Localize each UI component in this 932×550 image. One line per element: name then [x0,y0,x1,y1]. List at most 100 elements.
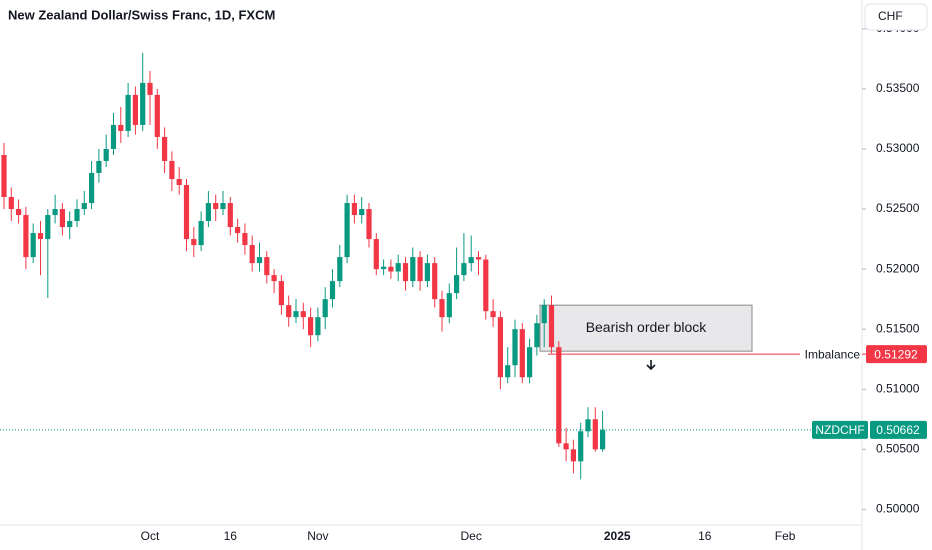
candle-body [432,263,438,300]
x-tick-label: Feb [775,529,796,543]
candle-body [242,233,248,246]
last-price-tag [870,420,927,439]
candle-body [118,124,124,131]
candle-body [125,94,131,131]
y-tick-label: 0.52000 [876,261,920,275]
candle-body [541,305,547,324]
candles [1,52,606,480]
candle-body [52,209,58,216]
y-tick-label: 0.53500 [876,81,920,95]
candle-body [337,257,343,282]
candle-body [315,317,321,336]
candle-body [308,317,314,336]
overlay: 0.51292 NZDCHF 0.50662 CHF [812,3,928,439]
candle-body [67,221,73,228]
imbalance-label: Imbalance [805,347,861,361]
candle-body [147,82,153,95]
x-tick-label: Dec [461,529,482,543]
currency-button[interactable]: CHF [878,9,903,23]
candle-body [30,233,36,258]
candle-body [344,203,350,258]
candle-body [483,259,489,312]
candle-body [74,209,80,222]
candle-body [329,281,336,300]
candle-body [475,257,482,260]
order-block [539,304,753,352]
candle-body [417,257,423,282]
currency-button-bg[interactable] [864,3,928,31]
candle-body [235,227,241,234]
candle-body [249,245,255,264]
candle-body [381,266,387,270]
x-tick-label: Oct [141,529,160,543]
candle-body [454,275,460,294]
y-tick-label: 0.53000 [876,141,920,155]
candle-body [505,365,511,378]
candle-body [548,305,555,348]
candle-body [205,203,211,222]
candle-body [322,299,328,318]
candle-body [359,209,365,216]
candle-body [527,347,533,378]
symbol-tag [812,420,868,439]
y-tick-label: 0.51000 [876,381,920,395]
candle-body [183,185,190,240]
candle-body [497,317,503,378]
candle-body [176,179,182,186]
candle-body [8,197,14,210]
down-arrow [646,360,656,371]
candle-body [220,203,226,210]
annotations: Bearish order block Imbalance [0,304,866,431]
candle-body [191,239,197,246]
candle-body [96,160,102,173]
candle-body [490,311,496,318]
candle-body [132,94,138,125]
candle-body [59,209,65,228]
imbalance-price: 0.51292 [874,347,918,361]
candle-body [373,239,379,270]
x-tick-label: 2025 [604,529,631,543]
candle-body [519,329,525,378]
candle-body [256,257,263,264]
candle-body [264,257,270,276]
candle-body [1,154,7,198]
candle-body [534,323,540,348]
candle-body [563,443,569,450]
candle-body [439,299,445,318]
candle-body [154,94,160,137]
candle-body [271,275,277,282]
candle-body [402,263,409,282]
y-tick-label: 0.50000 [876,502,920,516]
y-tick-label: 0.51500 [876,321,920,335]
x-tick-label: 16 [224,529,238,543]
candle-body [293,311,299,318]
candle-body [227,203,233,228]
candle-body [37,233,44,240]
symbol-label: NZDCHF [815,423,864,437]
candle-body [446,293,452,318]
candle-body [592,419,598,450]
candle-body [395,263,401,272]
y-tick-label: 0.52500 [876,201,920,215]
candle-body [461,263,467,276]
candle-body [468,257,474,264]
x-tick-label: Nov [307,529,328,543]
imbalance-price-tag [866,345,927,364]
candle-body [410,257,416,282]
candle-body [81,203,87,210]
candle-body [110,124,117,149]
candle-body [512,329,518,366]
order-block-label: Bearish order block [586,319,708,335]
candle-body [89,172,95,204]
candle-body [388,266,394,272]
candle-body [23,215,29,258]
candle-body [213,203,219,210]
candle-body [424,263,430,282]
last-price: 0.50662 [876,423,920,437]
candle-body [140,82,146,125]
candle-body [45,215,51,240]
candle-body [366,209,372,240]
candle-body [278,281,284,306]
candle-body [198,221,204,246]
